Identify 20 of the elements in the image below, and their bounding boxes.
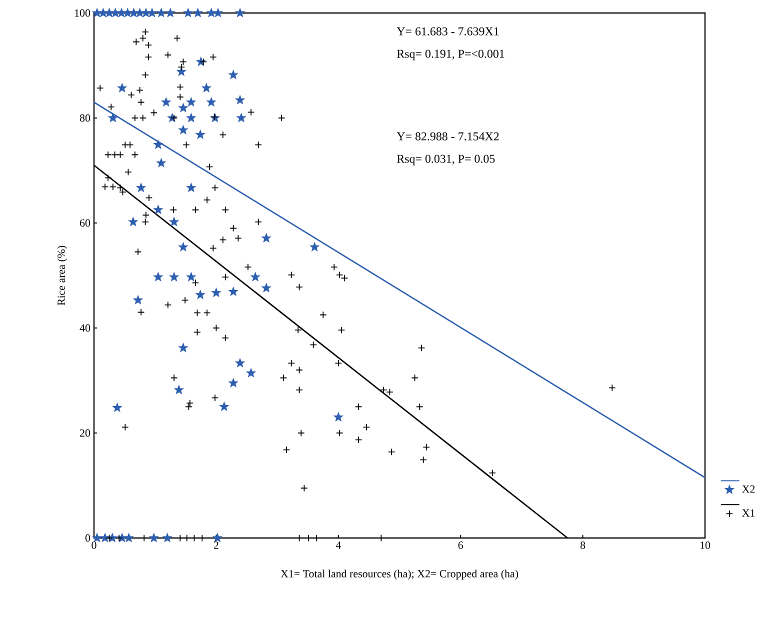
x-axis-title: X1= Total land resources (ha); X2= Cropped area (ha) xyxy=(280,570,518,580)
y-tick-label: 40 xyxy=(80,324,90,332)
annotation: Rsq= 0.031, P= 0.05 xyxy=(396,154,495,166)
annotation: Y= 61.683 - 7.639X1 xyxy=(396,27,499,36)
y-axis-title: Rice area (%) xyxy=(57,246,68,306)
x-tick-label: 6 xyxy=(458,542,464,549)
x-tick-label: 0 xyxy=(92,542,96,549)
legend-label: X1 xyxy=(742,509,755,517)
y-tick-label: 60 xyxy=(80,219,90,227)
y-tick-label: 80 xyxy=(80,114,90,122)
annotation: Y= 82.988 - 7.154X2 xyxy=(396,132,499,140)
x-tick-label: 10 xyxy=(700,542,710,549)
y-tick-label: 20 xyxy=(80,429,90,437)
annotation: Rsq= 0.191, P=<0.001 xyxy=(396,50,504,60)
legend-label: X2 xyxy=(742,485,755,493)
x-tick-label: 4 xyxy=(336,542,341,549)
x-tick-label: 2 xyxy=(214,542,218,549)
y-tick-label: 100 xyxy=(75,9,90,17)
y-tick-label: 0 xyxy=(85,534,90,542)
x-tick-label: 8 xyxy=(580,542,586,549)
